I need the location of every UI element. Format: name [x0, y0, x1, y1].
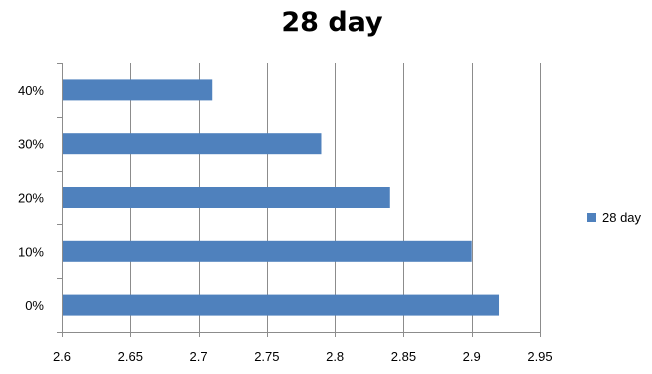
y-tick-label: 0%	[25, 298, 44, 313]
x-tick-label: 2.95	[527, 349, 552, 364]
x-tick-labels: 2.6 2.65 2.7 2.75 2.8 2.85 2.9 2.95	[53, 349, 553, 364]
x-tick-label: 2.7	[190, 349, 208, 364]
x-tick-label: 2.85	[391, 349, 416, 364]
bars	[62, 79, 500, 316]
legend-swatch	[587, 213, 596, 222]
bar	[62, 133, 322, 155]
x-tick-label: 2.9	[463, 349, 481, 364]
x-tick-label: 2.65	[118, 349, 143, 364]
bar	[62, 187, 390, 208]
x-tick-label: 2.8	[326, 349, 344, 364]
y-tick-label: 40%	[18, 83, 44, 98]
x-tick-label: 2.75	[254, 349, 279, 364]
bar	[62, 79, 213, 101]
chart-title: 28 day	[281, 7, 383, 38]
bar	[62, 294, 500, 316]
legend-label: 28 day	[602, 210, 642, 225]
y-tick-labels: 0% 10% 20% 30% 40%	[18, 83, 44, 313]
y-tick-label: 20%	[18, 191, 44, 206]
y-tick-label: 30%	[18, 137, 44, 152]
bar	[62, 240, 472, 262]
x-tick-label: 2.6	[53, 349, 71, 364]
axes	[57, 63, 541, 337]
legend: 28 day	[587, 210, 642, 225]
y-tick-label: 10%	[18, 244, 44, 259]
